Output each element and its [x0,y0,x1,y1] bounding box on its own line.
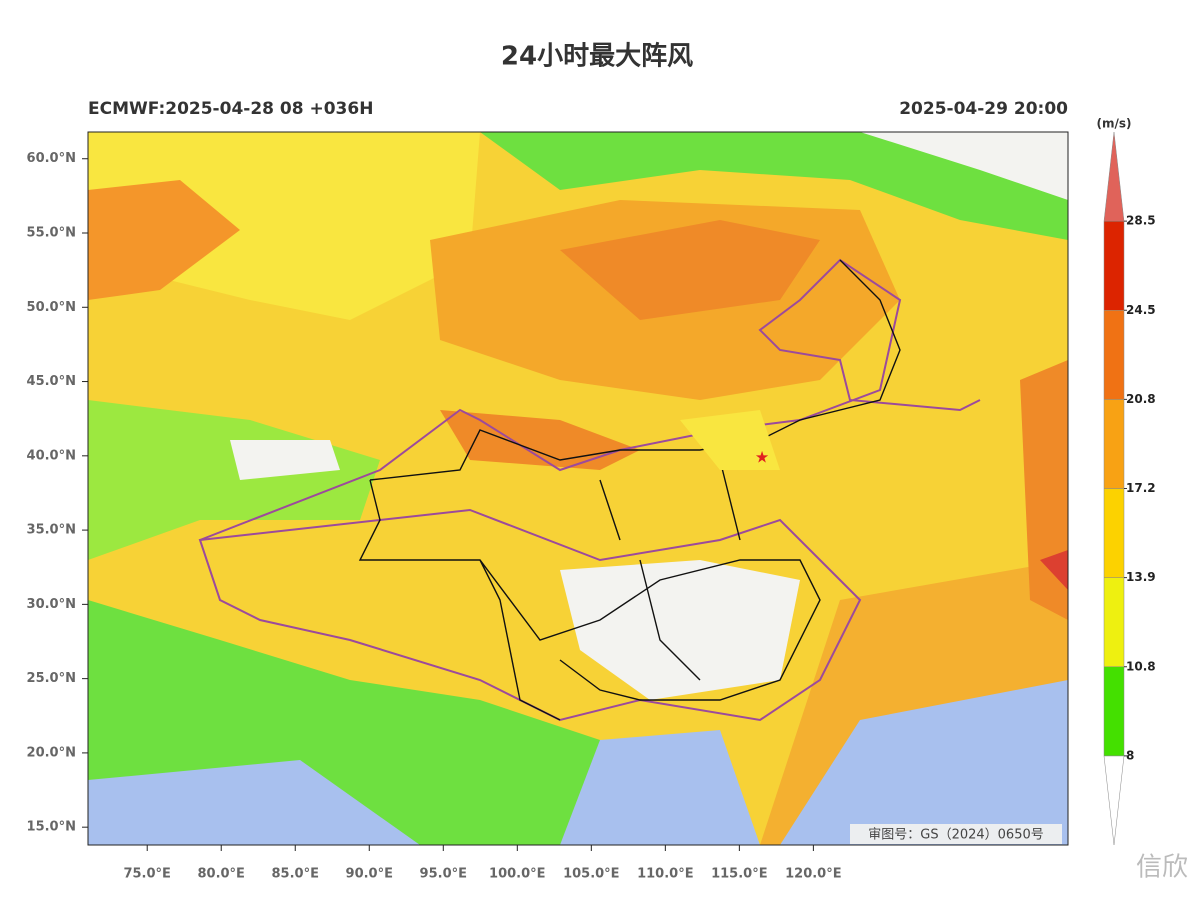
y-tick-label: 50.0°N [27,300,76,315]
colorbar-swatch [1103,131,1125,222]
x-tick-label: 110.0°E [637,867,694,882]
x-tick-label: 80.0°E [197,867,244,882]
x-tick-label: 100.0°E [489,867,546,882]
x-tick-label: 90.0°E [346,867,393,882]
y-tick-label: 20.0°N [27,745,76,760]
colorbar-unit: (m/s) [1097,117,1132,131]
x-tick-label: 95.0°E [420,867,467,882]
capital-marker: ★ [755,448,769,467]
colorbar-swatch [1103,755,1125,846]
y-tick-label: 60.0°N [27,151,76,166]
colorbar-label: 10.8 [1126,659,1156,673]
y-tick-label: 35.0°N [27,523,76,538]
x-tick-label: 105.0°E [563,867,620,882]
colorbar-swatch [1103,666,1125,757]
x-tick-label: 120.0°E [785,867,842,882]
review-number: 审图号：GS（2024）0650号 [868,828,1044,843]
title: 24小时最大阵风 [501,42,693,72]
x-tick-label: 75.0°E [123,867,170,882]
y-tick-label: 40.0°N [27,448,76,463]
map-frame [87,131,1069,846]
colorbar: 8 10.8 13.9 17.2 20.8 24.5 28.5 [1103,131,1156,846]
map-field: ★ [88,132,1068,845]
x-tick-label: 85.0°E [272,867,319,882]
review-box [850,824,1062,844]
y-tick-label: 30.0°N [27,597,76,612]
watermark: 信欣 [1136,853,1188,883]
colorbar-label: 20.8 [1126,392,1156,406]
colorbar-label: 8 [1126,748,1134,762]
y-tick-label: 55.0°N [27,226,76,241]
colorbar-label: 13.9 [1126,570,1156,584]
colorbar-label: 17.2 [1126,481,1156,495]
colorbar-swatch [1103,577,1125,667]
y-tick-label: 25.0°N [27,671,76,686]
colorbar-label: 24.5 [1126,303,1156,317]
subtitle-left: ECMWF:2025-04-28 08 +036H [88,99,373,119]
colorbar-swatch [1103,220,1125,311]
y-tick-label: 15.0°N [27,820,76,835]
colorbar-swatch [1103,488,1125,578]
colorbar-label: 28.5 [1126,214,1156,228]
colorbar-swatch [1103,399,1125,489]
y-tick-label: 45.0°N [27,374,76,389]
x-tick-label: 115.0°E [711,867,768,882]
colorbar-swatch [1103,310,1125,400]
axes: 60.0°N 55.0°N 50.0°N 45.0°N 40.0°N 35.0°N 30.0… [27,151,842,881]
subtitle-right: 2025-04-29 20:00 [899,99,1068,119]
